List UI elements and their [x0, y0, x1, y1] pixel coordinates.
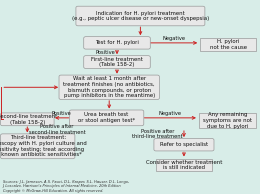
FancyBboxPatch shape: [69, 110, 144, 126]
Text: Refer to specialist: Refer to specialist: [160, 142, 208, 147]
Text: Positive after
second-line treatment: Positive after second-line treatment: [29, 124, 85, 135]
Text: Indication for H. pylori treatment
(e.g., peptic ulcer disease or new-onset dysp: Indication for H. pylori treatment (e.g.…: [72, 11, 209, 21]
Text: Any remaining
symptoms are not
due to H. pylori: Any remaining symptoms are not due to H.…: [203, 112, 252, 129]
FancyBboxPatch shape: [200, 38, 256, 51]
Text: Wait at least 1 month after
treatment finishes (no antibiotics,
bismuth compound: Wait at least 1 month after treatment fi…: [63, 76, 155, 99]
Text: Positive after
third-line treatment: Positive after third-line treatment: [132, 129, 183, 139]
Text: Negative: Negative: [163, 36, 186, 41]
FancyBboxPatch shape: [84, 56, 150, 68]
FancyBboxPatch shape: [199, 113, 256, 128]
FancyBboxPatch shape: [84, 37, 150, 49]
FancyBboxPatch shape: [1, 113, 54, 126]
Text: Sources: J.L. Jameson, A.S. Fauci, D.L. Kasper, S.L. Hauser, D.L. Longo,
J. Losc: Sources: J.L. Jameson, A.S. Fauci, D.L. …: [3, 180, 129, 193]
Text: Positive: Positive: [52, 111, 72, 116]
Text: H. pylori
not the cause: H. pylori not the cause: [210, 39, 247, 50]
FancyBboxPatch shape: [76, 6, 205, 26]
FancyBboxPatch shape: [156, 159, 212, 171]
Text: First-line treatment
(Table 158-2): First-line treatment (Table 158-2): [91, 57, 143, 68]
Text: Third-line treatment:
endoscopy with H. pylori culture and
sensitivity testing; : Third-line treatment: endoscopy with H. …: [0, 135, 87, 158]
Text: Urea breath test
or stool antigen test*: Urea breath test or stool antigen test*: [78, 113, 135, 123]
FancyBboxPatch shape: [1, 134, 75, 159]
Text: Negative: Negative: [159, 111, 182, 116]
Text: Second-line treatment
(Table 158-2): Second-line treatment (Table 158-2): [0, 114, 57, 125]
Text: Consider whether treatment
is still indicated: Consider whether treatment is still indi…: [146, 160, 222, 171]
Text: Test for H. pylori: Test for H. pylori: [95, 40, 139, 45]
FancyBboxPatch shape: [154, 139, 214, 151]
Text: Positive: Positive: [95, 50, 115, 55]
FancyBboxPatch shape: [59, 75, 159, 100]
